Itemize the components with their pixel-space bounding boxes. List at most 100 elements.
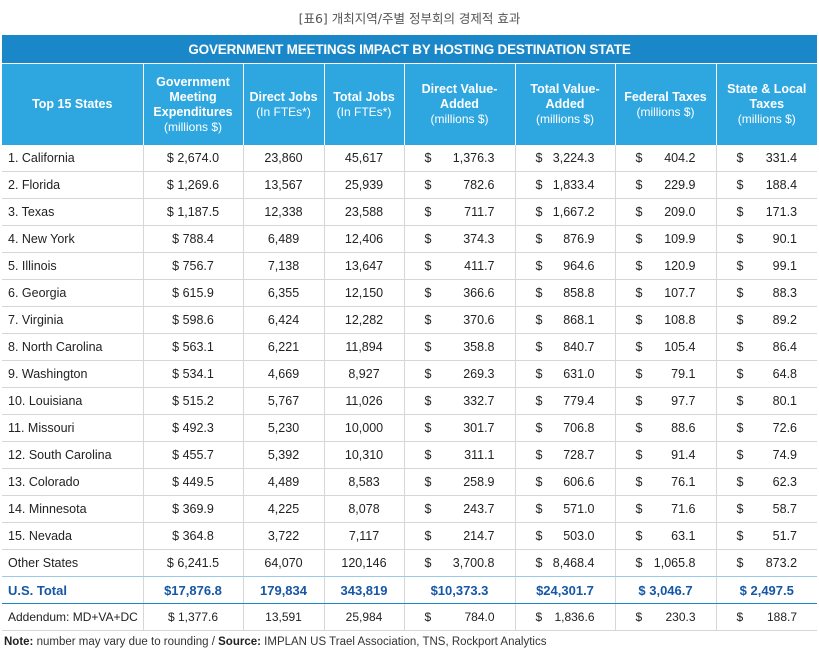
- cell-djobs: 4,225: [242, 495, 324, 523]
- currency-sign: $: [424, 475, 432, 489]
- cell-value: 606.6: [563, 475, 595, 489]
- currency-sign: $: [535, 232, 543, 246]
- cell-value: 214.7: [463, 529, 495, 543]
- note-text: number may vary due to rounding /: [33, 636, 219, 648]
- cell-sl: $86.4: [715, 333, 818, 361]
- cell-djobs: 179,834: [242, 576, 324, 604]
- cell-fed: $105.4: [614, 333, 716, 361]
- cell-value: 311.1: [464, 448, 495, 462]
- cell-value: 120.9: [664, 259, 696, 273]
- table-row: 8. North Carolina $ 563.1 6,221 11,894 $358.…: [2, 333, 818, 361]
- currency-sign: $: [736, 556, 744, 570]
- currency-sign: $: [635, 421, 643, 435]
- currency-sign: $: [535, 394, 543, 408]
- cell-tva: $631.0: [514, 360, 615, 388]
- currency-sign: $: [736, 178, 744, 192]
- cell-tjobs: 11,026: [323, 387, 404, 415]
- currency-sign: $: [635, 340, 643, 354]
- cell-state: 1. California: [2, 145, 143, 172]
- cell-fed: $ 3,046.7: [614, 576, 716, 604]
- cell-sl: $99.1: [715, 252, 818, 280]
- cell-value: 876.9: [563, 232, 595, 246]
- cell-sl: $88.3: [715, 279, 818, 307]
- cell-fed: $229.9: [614, 171, 716, 199]
- cell-sl: $171.3: [715, 198, 818, 226]
- cell-djobs: 6,221: [242, 333, 324, 361]
- cell-tva: $876.9: [514, 225, 615, 253]
- cell-value: 784.0: [464, 610, 495, 624]
- currency-sign: $: [424, 286, 432, 300]
- cell-tjobs: 7,117: [323, 522, 404, 550]
- cell-fed: $71.6: [614, 495, 716, 523]
- currency-sign: $: [535, 340, 543, 354]
- column-header-row: Top 15 States Government Meeting Expendi…: [2, 63, 818, 145]
- currency-sign: $: [424, 556, 432, 570]
- currency-sign: $: [535, 529, 543, 543]
- cell-value: 840.7: [563, 340, 595, 354]
- cell-exp: $ 788.4: [142, 225, 243, 253]
- col-header-federal-taxes: Federal Taxes (millions $): [614, 63, 716, 145]
- cell-value: 171.3: [765, 205, 798, 219]
- cell-tjobs: 23,588: [323, 198, 404, 226]
- cell-exp: $ 1,377.6: [142, 603, 243, 631]
- cell-tjobs: 25,984: [323, 603, 404, 631]
- table-row: 9. Washington $ 534.1 4,669 8,927 $269.3 $631…: [2, 360, 818, 388]
- cell-exp: $ 1,269.6: [142, 171, 243, 199]
- table-row: Addendum: MD+VA+DC $ 1,377.6 13,591 25,984 $…: [2, 603, 818, 631]
- cell-state: 2. Florida: [2, 171, 143, 199]
- currency-sign: $: [736, 367, 744, 381]
- cell-value: 370.6: [463, 313, 495, 327]
- cell-value: 89.2: [772, 313, 798, 327]
- cell-tva: $840.7: [514, 333, 615, 361]
- currency-sign: $: [736, 529, 744, 543]
- cell-fed: $88.6: [614, 414, 716, 442]
- cell-tva: $606.6: [514, 468, 615, 496]
- cell-value: 108.8: [664, 313, 696, 327]
- cell-value: 79.1: [671, 367, 696, 381]
- cell-fed: $404.2: [614, 145, 716, 172]
- cell-fed: $97.7: [614, 387, 716, 415]
- cell-fed: $63.1: [614, 522, 716, 550]
- currency-sign: $: [424, 367, 432, 381]
- currency-sign: $: [535, 502, 543, 516]
- cell-fed: $79.1: [614, 360, 716, 388]
- cell-value: 1,833.4: [552, 178, 595, 192]
- cell-state: 7. Virginia: [2, 306, 143, 334]
- cell-dva: $370.6: [403, 306, 515, 334]
- currency-sign: $: [424, 529, 432, 543]
- cell-tva: $964.6: [514, 252, 615, 280]
- currency-sign: $: [635, 529, 643, 543]
- table-caption: [표6] 개최지역/주별 정부회의 경제적 효과: [298, 11, 521, 26]
- cell-state: 5. Illinois: [2, 252, 143, 280]
- note-label: Note:: [4, 636, 34, 648]
- currency-sign: $: [635, 178, 643, 192]
- cell-value: 1,836.6: [554, 610, 595, 624]
- currency-sign: $: [635, 448, 643, 462]
- cell-exp: $ 455.7: [142, 441, 243, 469]
- cell-value: 728.7: [563, 448, 595, 462]
- cell-value: 74.9: [772, 448, 798, 462]
- cell-tjobs: 12,282: [323, 306, 404, 334]
- cell-dva: $10,373.3: [403, 576, 515, 604]
- currency-sign: $: [424, 502, 432, 516]
- cell-value: 88.3: [772, 286, 798, 300]
- table-row: 7. Virginia $ 598.6 6,424 12,282 $370.6 $868.…: [2, 306, 818, 334]
- cell-value: 3,224.3: [552, 151, 595, 165]
- cell-exp: $ 515.2: [142, 387, 243, 415]
- cell-djobs: 6,424: [242, 306, 324, 334]
- currency-sign: $: [535, 286, 543, 300]
- cell-exp: $ 2,674.0: [142, 145, 243, 172]
- table-row: 10. Louisiana $ 515.2 5,767 11,026 $332.7 $77…: [2, 387, 818, 415]
- cell-value: 8,468.4: [552, 556, 595, 570]
- cell-djobs: 5,230: [242, 414, 324, 442]
- currency-sign: $: [424, 151, 432, 165]
- currency-sign: $: [424, 394, 432, 408]
- cell-value: 782.6: [463, 178, 495, 192]
- table-row: 4. New York $ 788.4 6,489 12,406 $374.3 $876.…: [2, 225, 818, 253]
- cell-state: 12. South Carolina: [2, 441, 143, 469]
- cell-sl: $188.7: [715, 603, 818, 631]
- currency-sign: $: [535, 151, 543, 165]
- cell-state: 14. Minnesota: [2, 495, 143, 523]
- cell-tva: $728.7: [514, 441, 615, 469]
- table-row: 13. Colorado $ 449.5 4,489 8,583 $258.9 $606.…: [2, 468, 818, 496]
